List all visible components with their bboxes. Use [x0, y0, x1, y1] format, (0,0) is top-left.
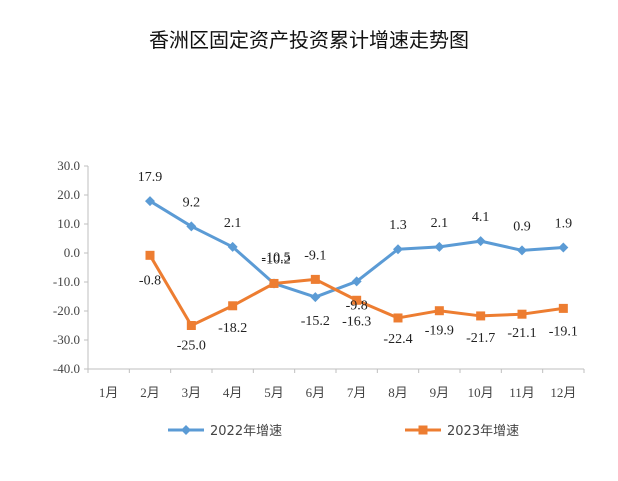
data-label-2023: -18.2	[218, 321, 247, 336]
data-point-2022	[434, 241, 445, 252]
x-tick-label: 11月	[509, 385, 535, 400]
legend-marker-2023	[418, 425, 428, 435]
legend-label-1: 2022年增速	[210, 424, 282, 439]
data-point-2023	[228, 301, 238, 311]
x-tick-label: 2月	[140, 385, 160, 400]
data-point-2022	[475, 236, 486, 247]
data-label-2023: -21.1	[507, 326, 536, 341]
data-label-2023: -0.8	[139, 273, 161, 288]
y-tick-label: 30.0	[57, 158, 80, 173]
data-point-2023	[434, 306, 444, 316]
data-point-2022	[558, 242, 569, 253]
x-tick-label: 1月	[99, 385, 119, 400]
y-tick-label: -40.0	[53, 361, 80, 376]
data-label-2022: 0.9	[513, 219, 531, 234]
data-label-2022: 2.1	[431, 216, 449, 231]
data-point-2022	[517, 245, 527, 256]
data-label-2023: -25.0	[177, 339, 206, 354]
data-point-2022	[310, 292, 321, 303]
x-tick-label: 4月	[223, 385, 243, 400]
data-label-2023: -19.9	[425, 324, 454, 339]
data-point-2022	[186, 221, 197, 232]
data-point-2022	[351, 276, 362, 287]
x-tick-label: 6月	[306, 385, 326, 400]
data-label-2023: -16.3	[342, 314, 371, 329]
x-tick-label: 12月	[550, 385, 576, 400]
data-label-2022: 4.1	[472, 210, 490, 225]
chart-title: 香洲区固定资产投资累计增速走势图	[149, 28, 469, 52]
x-tick-label: 9月	[430, 385, 450, 400]
x-tick-label: 10月	[468, 385, 494, 400]
data-point-2022	[393, 244, 403, 255]
y-tick-label: -10.0	[53, 274, 80, 289]
data-point-2023	[558, 303, 568, 313]
data-label-2022: 2.1	[224, 216, 242, 231]
data-label-2023: -22.4	[383, 332, 412, 347]
y-tick-label: -30.0	[53, 332, 80, 347]
data-label-2022: -10.2	[261, 252, 290, 267]
data-point-2023	[393, 313, 403, 323]
data-label-2022: 17.9	[138, 170, 163, 185]
y-tick-label: -20.0	[53, 303, 80, 318]
data-label-2023: -21.7	[466, 331, 495, 346]
data-label-2023: -9.1	[304, 248, 326, 263]
y-tick-label: 0.0	[64, 245, 80, 260]
data-point-2023	[269, 278, 279, 288]
y-tick-label: 10.0	[57, 216, 80, 231]
legend-label-2: 2023年增速	[447, 424, 519, 439]
data-label-2023: -10.5	[261, 250, 290, 265]
data-point-2023	[517, 309, 527, 319]
data-point-2023	[476, 311, 486, 321]
data-point-2022	[227, 241, 238, 252]
data-point-2023	[145, 250, 155, 260]
data-label-2022: -9.8	[346, 298, 368, 313]
data-label-2022: 1.9	[555, 216, 573, 231]
x-tick-label: 7月	[347, 385, 367, 400]
x-tick-label: 5月	[264, 385, 284, 400]
y-tick-label: 20.0	[57, 187, 80, 202]
data-label-2022: 9.2	[183, 195, 201, 210]
data-point-2022	[145, 196, 155, 207]
data-label-2023: -19.1	[549, 324, 578, 339]
data-point-2023	[310, 274, 320, 284]
x-tick-label: 3月	[182, 385, 202, 400]
data-point-2023	[352, 295, 362, 305]
data-point-2023	[186, 321, 196, 330]
data-label-2022: -15.2	[301, 314, 330, 329]
legend-marker-2022	[181, 425, 191, 435]
data-label-2022: 1.3	[389, 218, 407, 233]
x-tick-label: 8月	[388, 385, 408, 400]
